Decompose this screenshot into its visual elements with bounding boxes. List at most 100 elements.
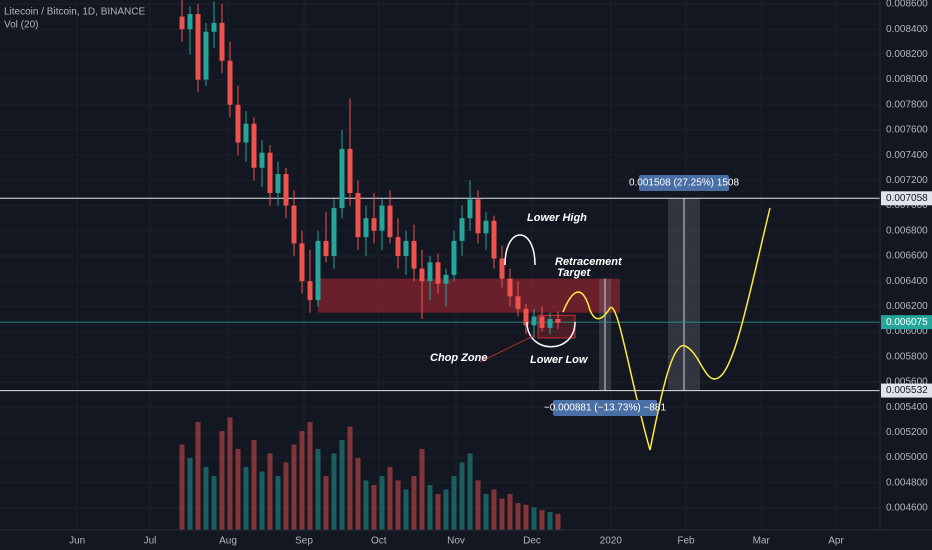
candle-body xyxy=(379,205,385,231)
arc xyxy=(504,234,536,266)
candle-body xyxy=(219,22,225,61)
x-tick-label: Jun xyxy=(69,536,85,547)
x-tick-label: Aug xyxy=(219,536,237,547)
y-tick-label: 0.008600 xyxy=(886,0,928,10)
candle-body xyxy=(475,199,481,234)
volume-bar xyxy=(443,489,449,530)
candle-body xyxy=(283,174,289,206)
candle-body xyxy=(491,220,497,259)
volume-bar xyxy=(451,476,457,530)
measure-label-box xyxy=(639,175,729,191)
candle-body xyxy=(515,296,521,309)
drawings xyxy=(0,197,880,392)
volume-bar xyxy=(331,453,337,530)
y-tick-label: 0.004800 xyxy=(886,477,928,488)
y-tick-label: 0.008400 xyxy=(886,24,928,35)
volume-bar xyxy=(251,440,257,530)
candle-body xyxy=(323,240,329,256)
y-tick-label: 0.005200 xyxy=(886,427,928,438)
candle-body xyxy=(427,262,433,282)
x-tick-label: Feb xyxy=(677,536,695,547)
overlay: Lower High Retracement Target Chop Zone … xyxy=(430,207,771,451)
y-tick-label: 0.008000 xyxy=(886,74,928,85)
annotation: Retracement xyxy=(555,256,623,268)
volume-bar xyxy=(539,510,545,530)
volume-bar xyxy=(267,453,273,530)
volume-bar xyxy=(291,444,297,530)
volume-label: Vol (20) xyxy=(4,20,38,31)
price-tag-label: 0.006075 xyxy=(886,317,928,328)
y-tick-label: 0.006600 xyxy=(886,251,928,262)
measure-label: 0.001508 (27.25%) 1508 xyxy=(629,178,740,189)
volume-bar xyxy=(211,476,217,530)
candle-body xyxy=(179,16,185,30)
y-tick-label: 0.007400 xyxy=(886,150,928,161)
measure-label: −0.000881 (−13.73%) −881 xyxy=(544,403,666,414)
candle-body xyxy=(435,262,441,284)
annotation: Chop Zone xyxy=(430,352,487,364)
annotation: Lower High xyxy=(527,212,587,224)
candle-body xyxy=(507,278,513,297)
volume-bar xyxy=(395,480,401,530)
volume-bar xyxy=(435,494,441,530)
x-tick-label: Jul xyxy=(144,536,157,547)
volume-bar xyxy=(195,422,201,530)
volume-bar xyxy=(371,485,377,530)
volume-bar xyxy=(283,462,289,530)
candle-body xyxy=(555,319,561,323)
candle-body xyxy=(547,319,553,328)
projection-path xyxy=(562,207,771,451)
volume-bar xyxy=(219,431,225,530)
volume-bar xyxy=(243,467,249,530)
volume-bar xyxy=(315,449,321,530)
x-tick-label: Mar xyxy=(753,536,771,547)
price-tag-label: 0.007058 xyxy=(886,193,928,204)
volume-bar xyxy=(363,480,369,530)
volume-bar xyxy=(547,512,553,530)
candle-body xyxy=(267,152,273,193)
price-tag xyxy=(881,383,932,398)
candle-body xyxy=(467,199,473,219)
chop-zone xyxy=(318,278,620,313)
candle-body xyxy=(235,104,241,143)
y-tick-label: 0.005800 xyxy=(886,351,928,362)
y-tick-label: 0.007600 xyxy=(886,125,928,136)
candle-body xyxy=(411,240,417,269)
candle-body xyxy=(227,60,233,105)
candle-body xyxy=(299,243,305,282)
annotation: Target xyxy=(557,267,592,279)
volume-bar xyxy=(379,476,385,530)
annotation: Lower Low xyxy=(530,354,589,366)
y-tick-label: 0.008200 xyxy=(886,49,928,60)
chart-title: Litecoin / Bitcoin, 1D, BINANCE xyxy=(4,7,145,18)
volume-bar xyxy=(459,462,465,530)
volume-bar xyxy=(347,426,353,530)
volume-bar xyxy=(307,422,313,530)
candle-body xyxy=(363,218,369,238)
pointer-line xyxy=(479,334,536,363)
y-tick-label: 0.006800 xyxy=(886,225,928,236)
candle-body xyxy=(243,123,249,143)
candle-body xyxy=(371,218,377,231)
arc xyxy=(526,321,576,348)
volume-bar xyxy=(339,440,345,530)
price-tag xyxy=(881,315,932,330)
volume-bar xyxy=(507,494,513,530)
volume-bar xyxy=(203,467,209,530)
y-tick-label: 0.007800 xyxy=(886,99,928,110)
volume-bar xyxy=(419,449,425,530)
candle-body xyxy=(523,308,529,326)
y-tick-label: 0.004600 xyxy=(886,503,928,514)
x-tick-label: 2020 xyxy=(600,536,623,547)
price-tag xyxy=(881,191,932,206)
volume-bar xyxy=(531,507,537,530)
volume-bar xyxy=(555,513,561,530)
candle-body xyxy=(291,205,297,244)
plot xyxy=(179,0,561,530)
x-tick-label: Oct xyxy=(371,536,387,547)
volume-bar xyxy=(411,476,417,530)
x-tick-label: Sep xyxy=(295,536,313,547)
volume-bar xyxy=(179,444,185,530)
y-tick-label: 0.005400 xyxy=(886,402,928,413)
